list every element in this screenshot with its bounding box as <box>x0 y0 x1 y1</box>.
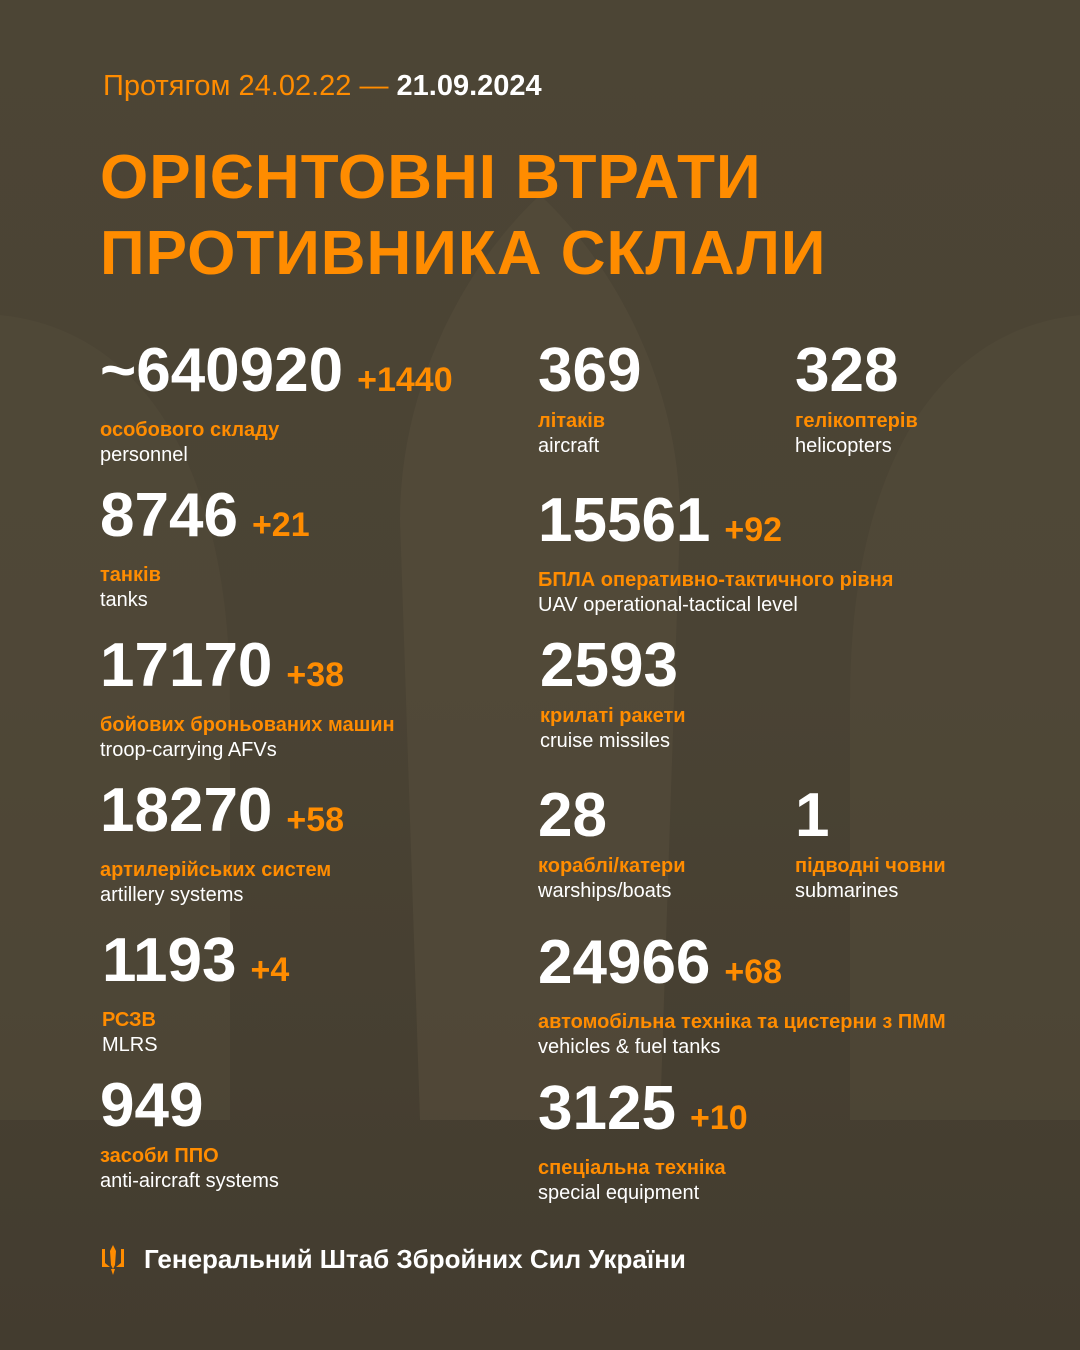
stat-label-en: helicopters <box>795 435 892 457</box>
stat-delta: +10 <box>689 1099 748 1137</box>
footer: Генеральний Штаб Збройних Сил України <box>100 1244 686 1275</box>
stat-item: 3125 +10 спеціальна техніка special equip… <box>538 1078 748 1205</box>
stat-label-ua: бойових броньованих машин <box>100 714 395 736</box>
stat-label-ua: артилерійських систем <box>100 859 332 881</box>
stat-label-en: cruise missiles <box>540 730 671 752</box>
stat-value: 17170 +38 <box>100 631 345 700</box>
stat-value: 328 <box>795 336 899 405</box>
stat-item: 369 літаків aircraft <box>538 340 641 458</box>
stat-item: 1 підводні човни submarines <box>795 785 946 903</box>
stat-item: 949 засоби ППО anti-aircraft systems <box>100 1075 279 1193</box>
stat-value: 3125 +10 <box>538 1074 748 1143</box>
stat-value: 369 <box>538 336 642 405</box>
stat-label-ua: гелікоптерів <box>795 410 918 432</box>
stat-delta: +38 <box>286 656 345 694</box>
stat-delta: +68 <box>724 953 783 991</box>
stat-value: 18270 +58 <box>100 776 345 845</box>
period: Протягом 24.02.22 — 21.09.2024 <box>103 70 542 102</box>
stat-delta: +92 <box>724 511 783 549</box>
stat-item: 28 кораблі/катери warships/boats <box>538 785 686 903</box>
stat-label-en: troop-carrying AFVs <box>100 739 277 761</box>
footer-text: Генеральний Штаб Збройних Сил України <box>144 1244 686 1274</box>
stat-label-ua: літаків <box>538 410 606 432</box>
trident-icon <box>102 1244 124 1275</box>
stat-label-ua: спеціальна техніка <box>538 1157 726 1179</box>
stat-item: 15561 +92 БПЛА оперативно-тактичного рівн… <box>538 490 893 617</box>
stat-value: ~640920 +1440 <box>100 336 453 405</box>
stat-item: 1193 +4 РСЗВ MLRS <box>102 930 289 1057</box>
stat-label-en: special equipment <box>538 1182 700 1204</box>
page-title: ОРІЄНТОВНІ ВТРАТИ ПРОТИВНИКА СКЛАЛИ <box>100 143 827 288</box>
stat-delta: +1440 <box>357 361 453 399</box>
stat-value: 28 <box>538 781 607 850</box>
stat-value: 1 <box>795 781 830 850</box>
stat-label-en: anti-aircraft systems <box>100 1170 279 1192</box>
stat-label-en: artillery systems <box>100 884 244 906</box>
stat-delta: +21 <box>251 506 310 544</box>
stat-label-en: UAV operational-tactical level <box>538 594 798 616</box>
stat-item: 24966 +68 автомобільна техніка та цистерн… <box>538 932 946 1059</box>
stat-value: 1193 +4 <box>102 926 290 995</box>
stat-label-ua: автомобільна техніка та цистерни з ПММ <box>538 1011 946 1033</box>
stat-value: 8746 +21 <box>100 481 310 550</box>
stat-item: 2593 крилаті ракети cruise missiles <box>540 635 686 753</box>
stat-value: 24966 +68 <box>538 928 783 997</box>
stat-label-ua: кораблі/катери <box>538 855 686 877</box>
stat-label-en: submarines <box>795 880 899 902</box>
stat-value: 2593 <box>540 631 678 700</box>
stat-item: 8746 +21 танків tanks <box>100 485 310 612</box>
stat-label-en: MLRS <box>102 1034 158 1056</box>
stat-item: 18270 +58 артилерійських систем artillery… <box>100 780 344 907</box>
stat-value: 15561 +92 <box>538 486 783 555</box>
stat-label-ua: крилаті ракети <box>540 705 686 727</box>
stat-label-ua: особового складу <box>100 419 280 441</box>
stat-value: 949 <box>100 1071 204 1140</box>
stat-delta: +4 <box>250 951 290 989</box>
stat-delta: +58 <box>286 801 345 839</box>
stat-item: 17170 +38 бойових броньованих машин troop… <box>100 635 395 762</box>
stat-item: 328 гелікоптерів helicopters <box>795 340 918 458</box>
stat-label-en: vehicles & fuel tanks <box>538 1036 721 1058</box>
stat-label-ua: підводні човни <box>795 855 946 877</box>
stat-label-ua: танків <box>100 564 161 586</box>
stat-label-ua: БПЛА оперативно-тактичного рівня <box>538 569 894 591</box>
stat-label-ua: засоби ППО <box>100 1145 219 1167</box>
stat-label-en: personnel <box>100 444 188 466</box>
stat-label-en: warships/boats <box>538 880 672 902</box>
stat-item: ~640920 +1440 особового складу personnel <box>100 340 453 467</box>
stat-label-en: tanks <box>100 589 148 611</box>
stat-label-en: aircraft <box>538 435 600 457</box>
stat-label-ua: РСЗВ <box>102 1009 156 1031</box>
